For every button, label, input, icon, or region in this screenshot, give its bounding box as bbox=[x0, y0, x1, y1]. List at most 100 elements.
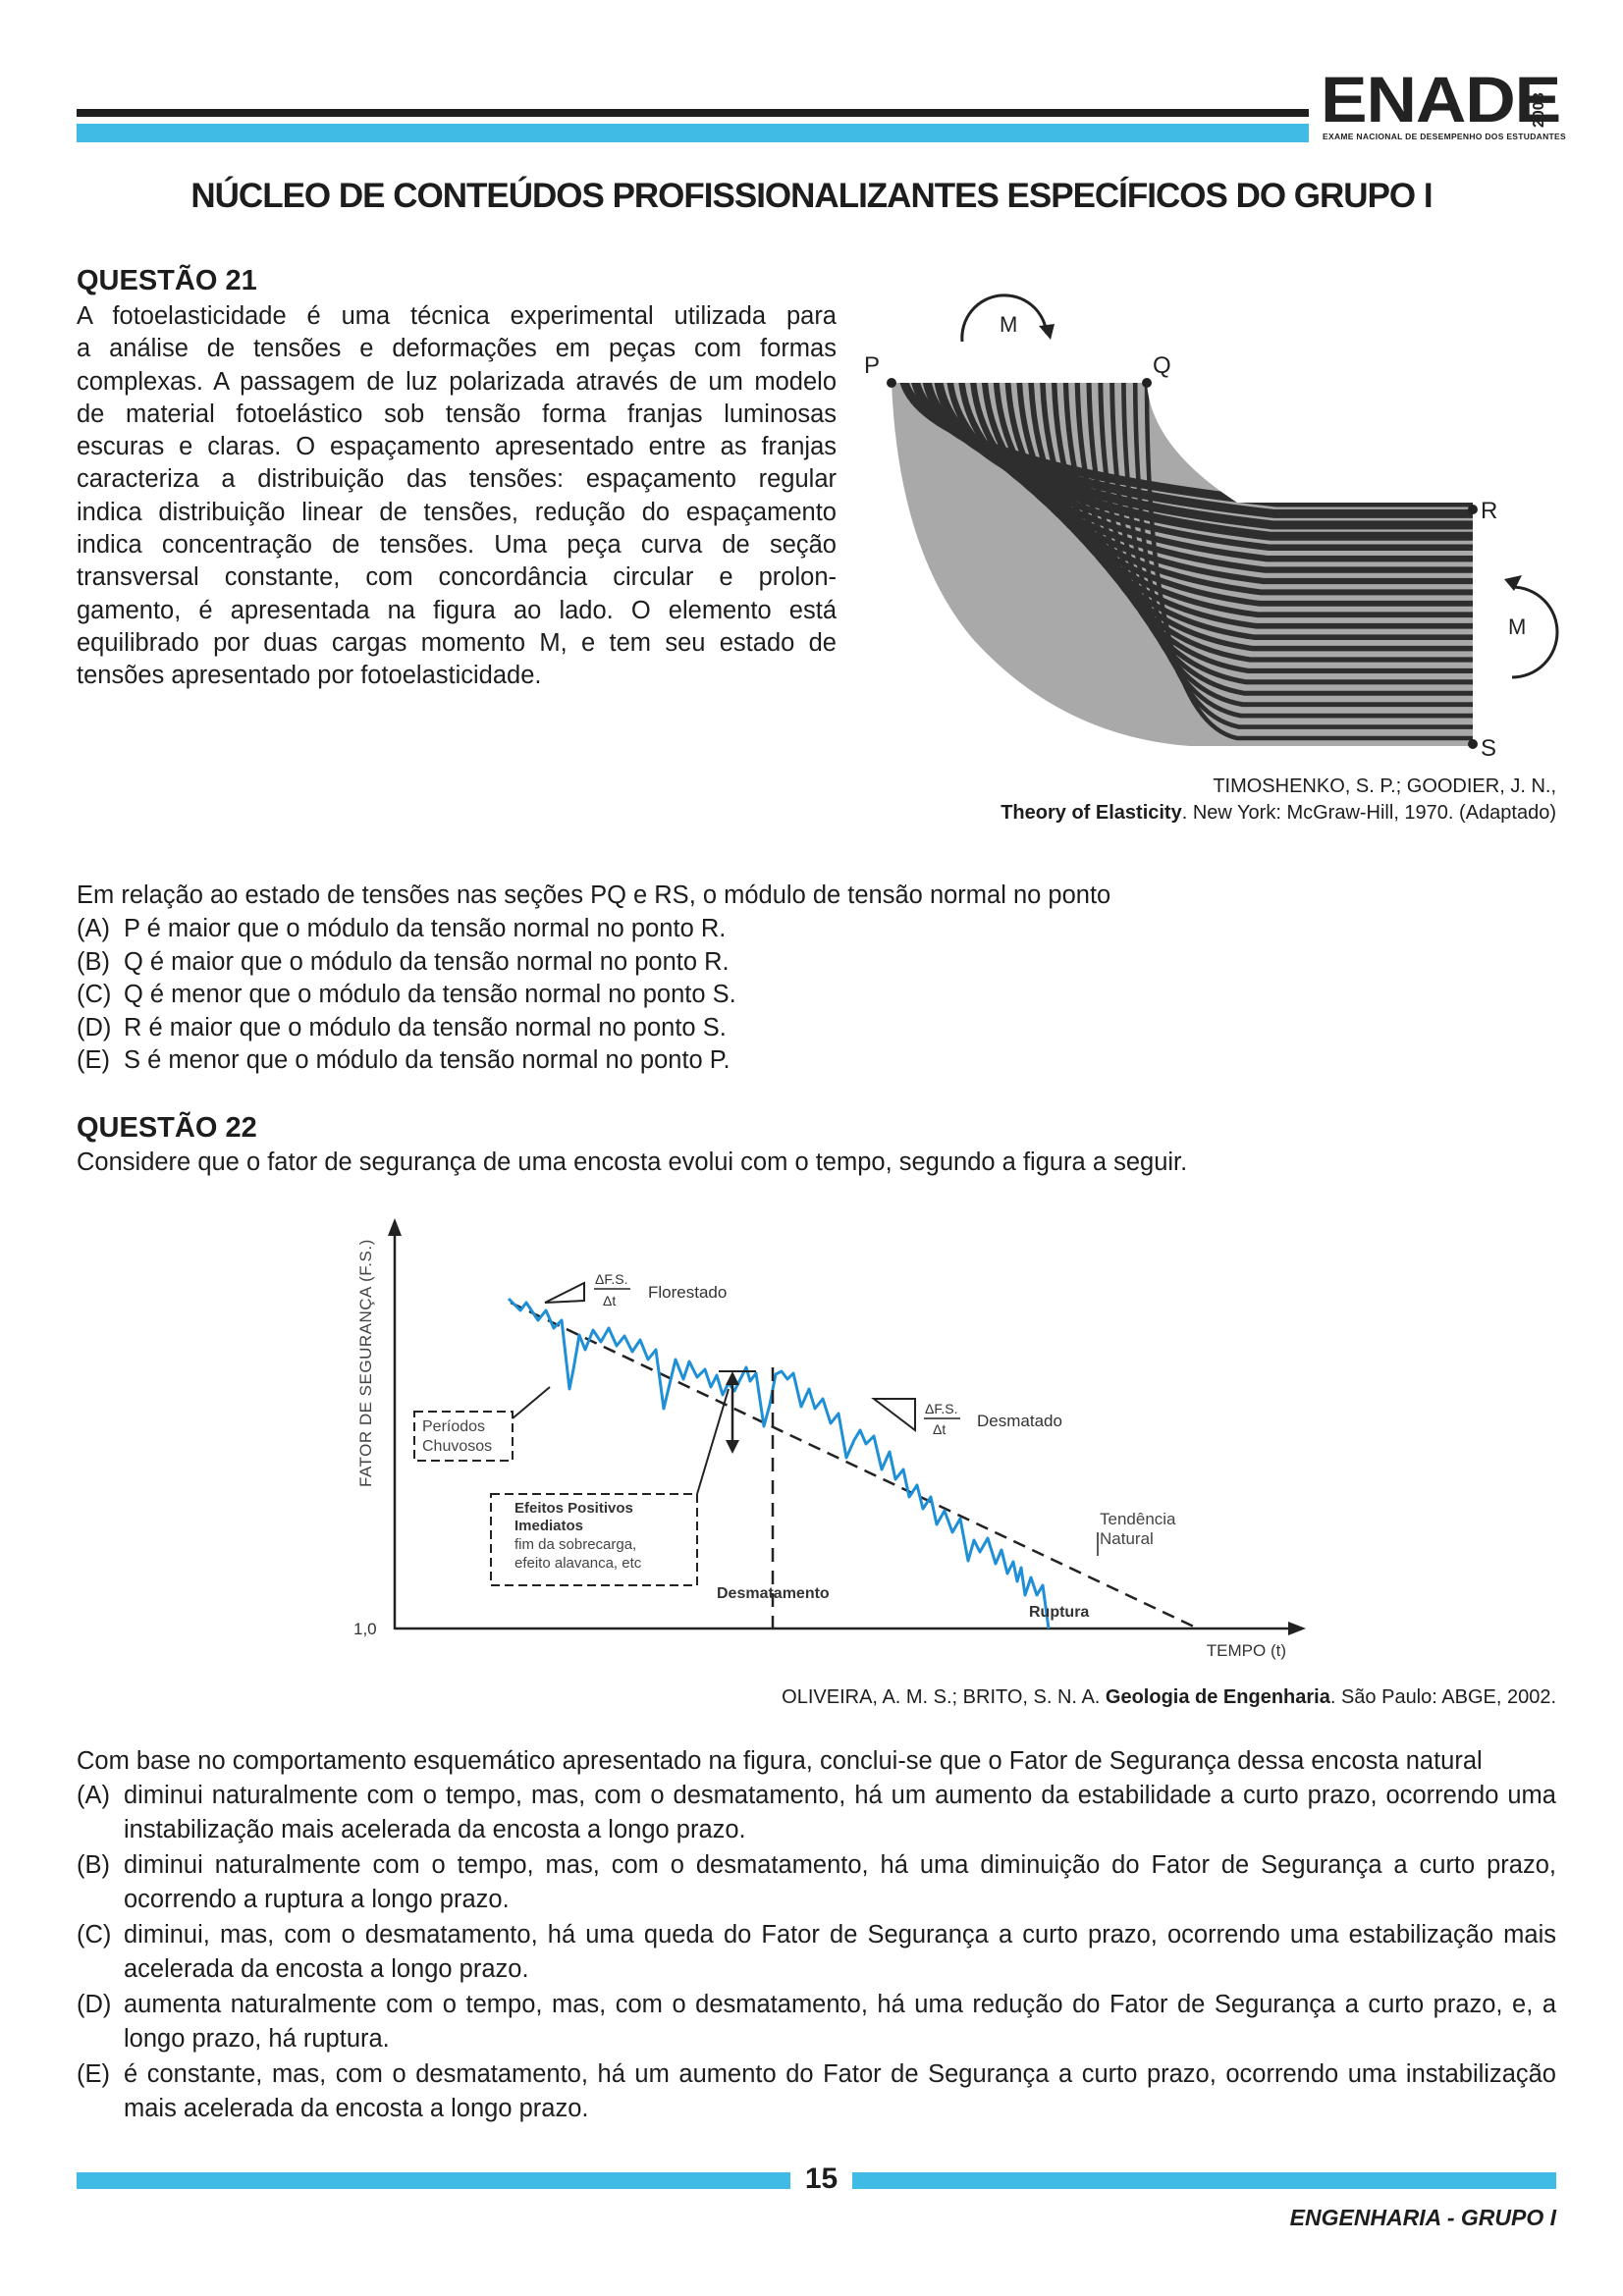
ruptura-label: Ruptura bbox=[1029, 1604, 1089, 1621]
fs-jump-arrowhead-down bbox=[726, 1440, 739, 1454]
efeitos-label-2: Imediatos bbox=[514, 1518, 583, 1534]
tendencia-label-1: Tendência bbox=[1100, 1510, 1176, 1528]
section-title: NÚCLEO DE CONTEÚDOS PROFISSIONALIZANTES … bbox=[190, 177, 1433, 215]
point-p-marker bbox=[887, 378, 896, 388]
option-text: diminui naturalmente com o tempo, mas, c… bbox=[124, 1782, 1556, 1843]
tendencia-label-2: Natural bbox=[1100, 1529, 1154, 1548]
fs-jump-arrowhead-up bbox=[726, 1371, 739, 1385]
option-item[interactable]: (B) Q é maior que o módulo da tensão norm… bbox=[77, 946, 730, 979]
fringe-line bbox=[1144, 383, 1473, 741]
question-21-text: A fotoelasticidade é uma técnica experim… bbox=[77, 300, 837, 693]
label-m-top: M bbox=[1000, 312, 1017, 337]
fringe-line bbox=[1086, 383, 1473, 685]
option-text: aumenta naturalmente com o tempo, mas, c… bbox=[124, 1991, 1556, 2053]
point-s-marker bbox=[1468, 739, 1478, 749]
option-item[interactable]: (E) S é menor que o módulo da tensão norm… bbox=[77, 1044, 730, 1077]
option-item[interactable]: (A) diminui naturalmente com o tempo, mas… bbox=[77, 1779, 1556, 1847]
question-21-stem: Em relação ao estado de tensões nas seçõ… bbox=[77, 881, 1111, 909]
option-item[interactable]: (C) Q é menor que o módulo da tensão norm… bbox=[77, 979, 736, 1011]
option-letter: (E) bbox=[77, 2060, 110, 2088]
citation-timoshenko-1: TIMOSHENKO, S. P.; GOODIER, J. N., bbox=[1213, 775, 1556, 797]
fringe-line bbox=[1132, 383, 1473, 729]
label-s: S bbox=[1481, 735, 1496, 762]
question-21-line: A fotoelasticidade é uma técnica experim… bbox=[77, 302, 837, 330]
y-origin-label: 1,0 bbox=[353, 1620, 377, 1638]
efeitos-label-1: Efeitos Positivos bbox=[514, 1500, 633, 1517]
footer-rule-left bbox=[77, 2172, 790, 2189]
efeitos-label-4: efeito alavanca, etc bbox=[514, 1555, 642, 1572]
florestado-slope-triangle bbox=[544, 1281, 585, 1304]
logo-year: 2008 bbox=[1531, 92, 1547, 128]
desmatado-slope-triangle bbox=[871, 1398, 916, 1433]
question-21-line: complexas. A passagem de luz polarizada … bbox=[77, 367, 837, 396]
option-item[interactable]: (D) aumenta naturalmente com o tempo, mas… bbox=[77, 1988, 1556, 2056]
x-axis-label: TEMPO (t) bbox=[1207, 1641, 1286, 1660]
option-letter: (D) bbox=[77, 1013, 112, 1041]
option-item[interactable]: (E) é constante, mas, com o desmatamento,… bbox=[77, 2057, 1556, 2126]
efeitos-positivos-box bbox=[490, 1493, 698, 1586]
citation-book-title: Theory of Elasticity bbox=[1001, 802, 1182, 824]
citation-timoshenko-2: Theory of Elasticity. New York: McGraw-H… bbox=[1001, 802, 1556, 825]
option-text: é constante, mas, com o desmatamento, há… bbox=[124, 2060, 1556, 2122]
footer-course: ENGENHARIA - GRUPO I bbox=[1289, 2205, 1556, 2230]
florestado-label: Florestado bbox=[648, 1283, 727, 1302]
fringe-line bbox=[1109, 383, 1473, 708]
question-22-intro: Considere que o fator de segurança de um… bbox=[77, 1148, 1188, 1176]
natural-trend-line bbox=[510, 1301, 1199, 1630]
page-number: 15 bbox=[804, 2163, 839, 2195]
citation-publisher-2: . São Paulo: ABGE, 2002. bbox=[1329, 1686, 1556, 1708]
label-p: P bbox=[864, 352, 880, 379]
delta-t-1: Δt bbox=[603, 1293, 616, 1308]
fringe-line bbox=[1121, 383, 1473, 719]
option-text: Q é maior que o módulo da tensão normal … bbox=[124, 947, 730, 976]
desmatado-label: Desmatado bbox=[977, 1412, 1062, 1430]
question-21-line: tensões apresentado por fotoelasticidade… bbox=[77, 662, 542, 690]
option-item[interactable]: (C) diminui, mas, com o desmatamento, há … bbox=[77, 1918, 1556, 1987]
periodos-chuvosos-box bbox=[413, 1411, 514, 1462]
photoelastic-figure: P Q R S M M bbox=[864, 294, 1559, 762]
option-item[interactable]: (A) P é maior que o módulo da tensão norm… bbox=[77, 913, 726, 945]
option-item[interactable]: (D) R é maior que o módulo da tensão norm… bbox=[77, 1012, 727, 1044]
periodos-label-2: Chuvosos bbox=[422, 1438, 492, 1455]
periodos-pointer bbox=[512, 1386, 551, 1419]
question-21-line: gamento, é apresentada na figura ao lado… bbox=[77, 596, 837, 624]
logo-word: ENADE bbox=[1321, 63, 1561, 135]
moment-arrow-right bbox=[1511, 585, 1559, 679]
x-axis-arrow bbox=[1288, 1622, 1306, 1635]
question-21-line: caracteriza a distribuição das tensões: … bbox=[77, 465, 837, 494]
desmatamento-label: Desmatamento bbox=[717, 1585, 830, 1602]
point-r-marker bbox=[1468, 505, 1478, 514]
label-r: R bbox=[1481, 498, 1497, 524]
enade-logo: ENADE 2008 EXAME NACIONAL DE DESEMPENHO … bbox=[1321, 67, 1566, 145]
option-item[interactable]: (B) diminui naturalmente com o tempo, mas… bbox=[77, 1848, 1556, 1917]
y-axis-arrow bbox=[388, 1218, 402, 1236]
safety-factor-chart: FATOR DE SEGURANÇA (F.S.) TEMPO (t) 1,0 … bbox=[353, 1218, 1306, 1660]
option-text: R é maior que o módulo da tensão normal … bbox=[124, 1013, 727, 1041]
question-21-line: de material fotoelástico sob tensão form… bbox=[77, 400, 837, 428]
question-21-title: QUESTÃO 21 bbox=[77, 265, 257, 296]
option-text: diminui, mas, com o desmatamento, há uma… bbox=[124, 1921, 1556, 1983]
fringe-line bbox=[910, 383, 1473, 518]
point-q-marker bbox=[1142, 378, 1152, 388]
question-21-line: equilibrado por duas cargas momento M, e… bbox=[77, 628, 837, 657]
header-rule-blue bbox=[77, 124, 1309, 142]
safety-factor-series bbox=[507, 1297, 1051, 1629]
option-letter: (C) bbox=[77, 981, 112, 1008]
delta-fs-2: ΔF.S. bbox=[925, 1401, 957, 1416]
citation-authors: OLIVEIRA, A. M. S.; BRITO, S. N. A. bbox=[782, 1686, 1106, 1708]
option-letter: (B) bbox=[77, 947, 110, 976]
question-22-title: QUESTÃO 22 bbox=[77, 1112, 257, 1144]
periodos-label-1: Períodos bbox=[422, 1418, 485, 1435]
question-21-line: indica distribuição linear de tensões, r… bbox=[77, 498, 837, 526]
option-letter: (A) bbox=[77, 1782, 110, 1809]
question-21-line: escuras e claras. O espaçamento apresent… bbox=[77, 433, 837, 461]
header-rule-black bbox=[77, 109, 1309, 117]
option-letter: (B) bbox=[77, 1851, 110, 1879]
option-letter: (D) bbox=[77, 1991, 112, 2018]
fringe-line bbox=[1098, 383, 1473, 696]
moment-arrow-top bbox=[960, 294, 1049, 343]
efeitos-pointer bbox=[696, 1388, 730, 1495]
citation-publisher: . New York: McGraw-Hill, 1970. (Adaptado… bbox=[1181, 802, 1556, 824]
citation-book-title-2: Geologia de Engenharia bbox=[1105, 1686, 1330, 1708]
delta-t-2: Δt bbox=[933, 1421, 946, 1437]
